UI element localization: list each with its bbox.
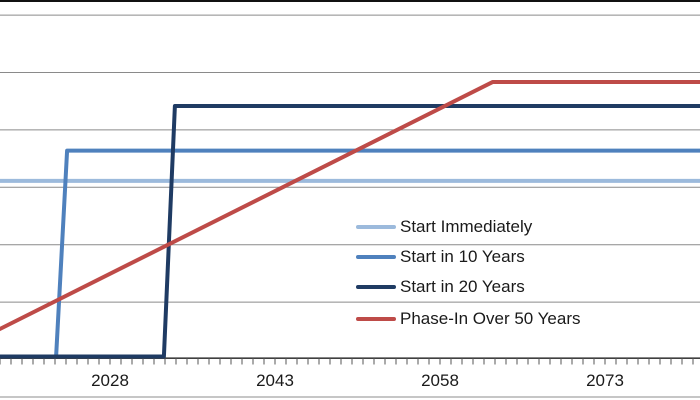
legend-swatch-phase-in-over-50-years bbox=[356, 317, 396, 321]
legend-swatch-start-in-20-years bbox=[356, 285, 396, 289]
legend-swatch-start-immediately bbox=[356, 225, 396, 229]
legend-label: Phase-In Over 50 Years bbox=[400, 309, 581, 328]
legend-label: Start in 10 Years bbox=[400, 247, 525, 266]
chart-bottom-border bbox=[0, 396, 700, 398]
legend-label: Start Immediately bbox=[400, 217, 533, 236]
axis-tick-label: 2058 bbox=[421, 371, 459, 390]
axis-tick-label: 2028 bbox=[91, 371, 129, 390]
series-line-start-in-20-years bbox=[0, 103, 700, 359]
legend-label: Start in 20 Years bbox=[400, 277, 525, 296]
axis-tick-label: 2043 bbox=[256, 371, 294, 390]
legend-item-phase-in-over-50-years: Phase-In Over 50 Years bbox=[356, 308, 581, 330]
legend-item-start-immediately: Start Immediately bbox=[356, 216, 532, 238]
axis-tick-label: 2073 bbox=[586, 371, 624, 390]
chart-legend: Start Immediately Start in 10 Years Star… bbox=[356, 216, 676, 346]
chart-top-border bbox=[0, 0, 700, 2]
series-line-phase-in-over-50-years bbox=[0, 79, 700, 332]
legend-swatch-start-in-10-years bbox=[356, 255, 396, 259]
legend-item-start-in-20-years: Start in 20 Years bbox=[356, 276, 525, 298]
legend-item-start-in-10-years: Start in 10 Years bbox=[356, 246, 525, 268]
